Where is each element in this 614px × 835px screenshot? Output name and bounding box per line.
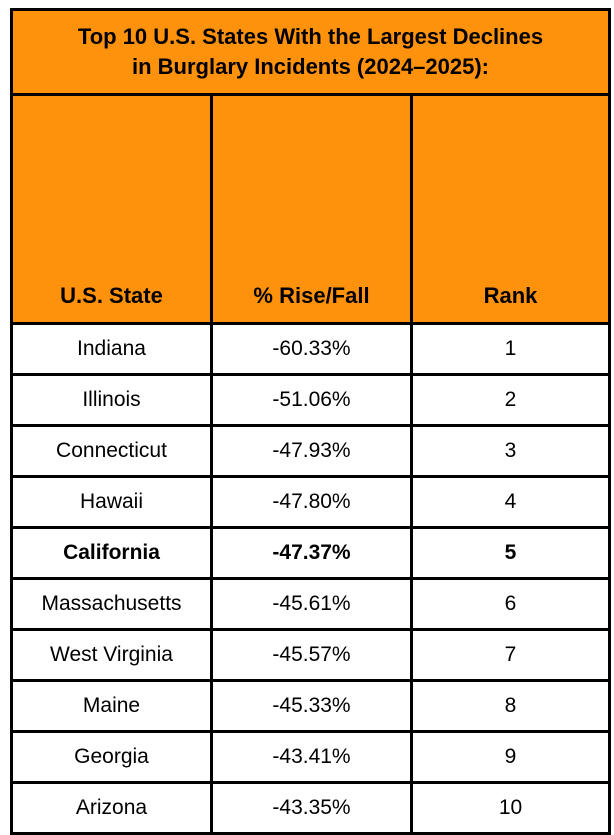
cell-pct-change: -51.06% <box>210 373 413 427</box>
cell-pct-change: -45.61% <box>210 577 413 631</box>
top10-burglary-declines-table: Top 10 U.S. States With the Largest Decl… <box>10 8 611 835</box>
column-header-rank: Rank <box>410 93 611 325</box>
cell-pct-change: -47.80% <box>210 475 413 529</box>
cell-state: West Virginia <box>10 628 213 682</box>
title-row: Top 10 U.S. States With the Largest Decl… <box>10 8 611 96</box>
cell-rank: 4 <box>410 475 611 529</box>
cell-rank: 7 <box>410 628 611 682</box>
cell-rank: 8 <box>410 679 611 733</box>
table-row: Massachusetts -45.61% 6 <box>10 577 611 631</box>
table-row: Illinois -51.06% 2 <box>10 373 611 427</box>
page-background: Top 10 U.S. States With the Largest Decl… <box>0 8 614 835</box>
cell-pct-change: -45.33% <box>210 679 413 733</box>
cell-state: Arizona <box>10 781 213 835</box>
cell-state: Maine <box>10 679 213 733</box>
cell-pct-change: -47.93% <box>210 424 413 478</box>
table-title-line2: in Burglary Incidents (2024–2025): <box>131 54 490 79</box>
cell-rank: 6 <box>410 577 611 631</box>
cell-rank: 5 <box>410 526 611 580</box>
cell-state: Hawaii <box>10 475 213 529</box>
table-row: Connecticut -47.93% 3 <box>10 424 611 478</box>
cell-state: Georgia <box>10 730 213 784</box>
cell-pct-change: -47.37% <box>210 526 413 580</box>
cell-pct-change: -45.57% <box>210 628 413 682</box>
cell-state: Illinois <box>10 373 213 427</box>
table-title-line1: Top 10 U.S. States With the Largest Decl… <box>77 24 544 50</box>
column-header-state: U.S. State <box>10 93 213 325</box>
cell-rank: 9 <box>410 730 611 784</box>
cell-rank: 10 <box>410 781 611 835</box>
cell-pct-change: -60.33% <box>210 322 413 376</box>
cell-state: Indiana <box>10 322 213 376</box>
table-row: Georgia -43.41% 9 <box>10 730 611 784</box>
cell-rank: 3 <box>410 424 611 478</box>
cell-pct-change: -43.35% <box>210 781 413 835</box>
cell-state: California <box>10 526 213 580</box>
table-row: Indiana -60.33% 1 <box>10 322 611 376</box>
cell-state: Connecticut <box>10 424 213 478</box>
cell-rank: 2 <box>410 373 611 427</box>
cell-state: Massachusetts <box>10 577 213 631</box>
table-row: Arizona -43.35% 10 <box>10 781 611 835</box>
table-row: Maine -45.33% 8 <box>10 679 611 733</box>
table-row: Hawaii -47.80% 4 <box>10 475 611 529</box>
column-header-row: U.S. State % Rise/Fall Rank <box>10 93 611 325</box>
cell-pct-change: -43.41% <box>210 730 413 784</box>
column-header-pct-change: % Rise/Fall <box>210 93 413 325</box>
table-title: Top 10 U.S. States With the Largest Decl… <box>10 8 611 96</box>
cell-rank: 1 <box>410 322 611 376</box>
table-row-highlighted: California -47.37% 5 <box>10 526 611 580</box>
table-row: West Virginia -45.57% 7 <box>10 628 611 682</box>
